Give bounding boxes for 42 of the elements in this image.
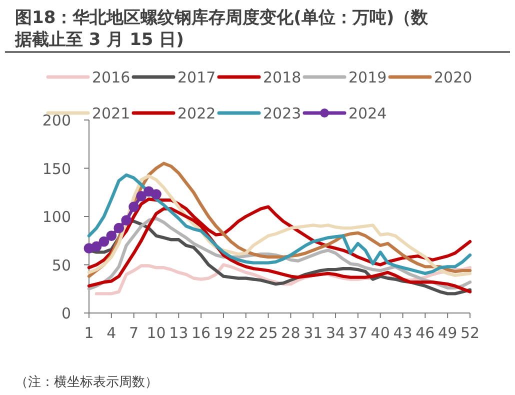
point: [121, 215, 132, 226]
x-tick-label: 31: [304, 324, 323, 342]
legend-label: 2016: [92, 68, 130, 86]
y-tick-label: 50: [52, 256, 71, 274]
y-tick-label: 100: [42, 208, 71, 226]
x-tick-label: 1: [84, 324, 94, 342]
title: 图18：华北地区螺纹钢库存周度变化(单位：万吨)（数据截止至 3 月 15 日): [15, 8, 428, 50]
point: [114, 222, 124, 234]
x-tick-label: 13: [169, 324, 188, 342]
x-tick-label: 37: [348, 324, 368, 342]
legend-label: 2023: [263, 104, 302, 122]
y-tick-label: 200: [42, 112, 71, 130]
x-tick-label: 46: [416, 324, 435, 342]
legend-label: 2019: [348, 68, 387, 86]
legend-label: 2024: [348, 104, 387, 122]
y-tick-label: 0: [61, 304, 71, 322]
x-tick-label: 10: [146, 324, 166, 342]
x-tick-label: 16: [192, 324, 211, 342]
x-tick-label: 19: [214, 324, 234, 342]
legend-label: 2021: [92, 104, 130, 122]
legend-label: 2018: [263, 68, 302, 86]
x-tick-label: 34: [326, 324, 346, 342]
x-tick-label: 22: [236, 324, 256, 342]
text: （注：横坐标表示周数）: [15, 375, 158, 390]
x-tick-label: 49: [438, 324, 458, 342]
x-tick-label: 43: [393, 324, 412, 342]
point: [136, 191, 146, 202]
point: [151, 189, 162, 200]
y-tick-label: 150: [42, 160, 71, 178]
x-tick-label: 4: [106, 324, 116, 342]
legend-label: 2020: [434, 68, 472, 86]
x-tick-label: 25: [258, 324, 278, 342]
point: [106, 230, 117, 241]
legend-label: 2017: [178, 68, 216, 86]
legend-label: 2022: [178, 104, 216, 122]
x-tick-label: 7: [129, 324, 139, 342]
x-tick-label: 28: [281, 324, 300, 342]
point: [128, 202, 140, 212]
x-tick-label: 52: [460, 324, 480, 342]
point: [98, 236, 110, 247]
x-tick-label: 40: [370, 324, 390, 342]
point: [91, 241, 102, 252]
